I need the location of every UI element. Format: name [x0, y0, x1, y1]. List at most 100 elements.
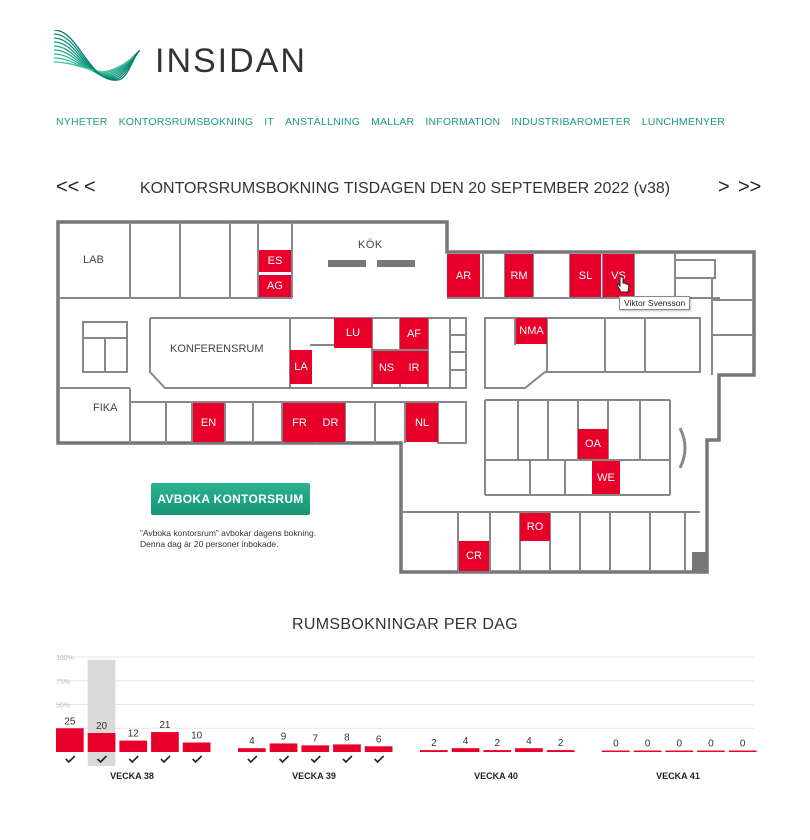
- prev-day-button[interactable]: <: [84, 176, 96, 198]
- bar-value-label: 0: [740, 739, 746, 750]
- check-icon: [128, 755, 139, 764]
- bar-value-label: 2: [558, 738, 564, 749]
- y-tick-label: 100%: [56, 655, 74, 662]
- check-icon: [310, 755, 321, 764]
- check-icon: [247, 755, 258, 764]
- bar-vecka-40-5: [546, 750, 575, 752]
- room-la[interactable]: LA: [290, 350, 312, 384]
- bar-value-label: 25: [64, 716, 76, 727]
- room-es[interactable]: ES: [259, 250, 291, 272]
- bar-vecka-41-3: [665, 750, 694, 752]
- bar-value-label: 0: [676, 739, 682, 750]
- nav-item-anstallning[interactable]: ANSTÄLLNING: [284, 116, 361, 128]
- week-label: VECKA 39: [292, 771, 336, 781]
- room-nl[interactable]: NL: [406, 403, 438, 442]
- bar-value-label: 0: [645, 739, 651, 750]
- nav-item-nyheter[interactable]: NYHETER: [56, 116, 108, 128]
- week-label: VECKA 41: [656, 771, 700, 781]
- check-icon: [65, 755, 76, 764]
- chart-title: RUMSBOKNINGAR PER DAG: [292, 616, 518, 633]
- nav-item-industribarometer[interactable]: INDUSTRIBAROMETER: [511, 116, 631, 128]
- bar-vecka-39-5: [364, 746, 393, 752]
- bar-vecka-38-1: [56, 728, 84, 752]
- page-title: KONTORSRUMSBOKNING TISDAGEN DEN 20 SEPTE…: [139, 180, 671, 197]
- room-cr[interactable]: CR: [459, 541, 489, 571]
- unbook-note-line1: ”Avboka kontorsrum” avbokar dagens bokni…: [140, 528, 317, 538]
- room-dr[interactable]: DR: [316, 403, 345, 442]
- y-tick-label: 75%: [56, 679, 70, 686]
- room-we[interactable]: WE: [592, 461, 620, 494]
- check-icon: [342, 755, 353, 764]
- bar-value-label: 2: [431, 738, 437, 749]
- bar-value-label: 0: [708, 739, 714, 750]
- bar-value-label: 8: [344, 732, 350, 743]
- bar-vecka-39-3: [301, 745, 330, 752]
- unbook-note-line2: Denna dag är 20 personer inbokade.: [140, 539, 279, 549]
- room-lu[interactable]: LU: [334, 318, 372, 348]
- bar-value-label: 4: [249, 736, 255, 747]
- bar-vecka-41-1: [602, 750, 630, 752]
- bar-vecka-40-3: [483, 750, 512, 752]
- nav-item-mallar[interactable]: MALLAR: [371, 116, 415, 128]
- check-icon: [192, 755, 203, 764]
- nav-item-it[interactable]: IT: [264, 116, 274, 128]
- area-label-lab: LAB: [83, 254, 104, 266]
- nav-item-kontorsrumsbokning[interactable]: KONTORSRUMSBOKNING: [118, 116, 254, 128]
- room-ro[interactable]: RO: [520, 513, 550, 541]
- bar-vecka-40-4: [515, 748, 543, 752]
- bar-value-label: 20: [96, 721, 108, 732]
- bar-value-label: 10: [191, 731, 203, 742]
- bar-value-label: 0: [613, 739, 619, 750]
- hand-cursor-icon: [616, 276, 630, 293]
- bar-value-label: 7: [312, 733, 318, 744]
- room-rm[interactable]: RM: [505, 254, 533, 297]
- bar-value-label: 6: [376, 734, 382, 745]
- area-label-kok: KÖK: [358, 239, 383, 251]
- bar-value-label: 4: [526, 736, 532, 747]
- next-week-button[interactable]: >>: [738, 176, 762, 198]
- bar-vecka-38-4: [151, 732, 179, 752]
- week-label: VECKA 38: [110, 771, 154, 781]
- bar-vecka-41-5: [728, 750, 757, 752]
- room-ns[interactable]: NS: [373, 351, 400, 384]
- room-ar[interactable]: AR: [447, 254, 480, 297]
- room-en[interactable]: EN: [193, 403, 224, 442]
- bar-vecka-39-1: [238, 748, 266, 752]
- bar-vecka-39-4: [333, 744, 361, 752]
- check-icon: [374, 755, 385, 764]
- bar-vecka-40-2: [451, 748, 480, 752]
- bar-value-label: 9: [281, 731, 287, 742]
- room-ag[interactable]: AG: [259, 275, 291, 297]
- room-ir[interactable]: IR: [400, 351, 428, 384]
- bar-vecka-39-2: [269, 743, 298, 752]
- room-sl[interactable]: SL: [570, 254, 601, 297]
- room-vs[interactable]: VS: [603, 254, 634, 297]
- room-oa[interactable]: OA: [578, 429, 608, 459]
- y-tick-label: 50%: [56, 703, 70, 710]
- unbook-office-button[interactable]: AVBOKA KONTORSRUM: [151, 483, 310, 515]
- room-tooltip: Viktor Svensson: [619, 296, 691, 310]
- brand-name: INSIDAN: [155, 42, 307, 80]
- area-label-konferensrum: KONFERENSRUM: [170, 343, 264, 355]
- week-label: VECKA 40: [474, 771, 518, 781]
- bar-vecka-38-5: [182, 742, 211, 752]
- bar-vecka-38-2: [87, 733, 116, 752]
- bar-vecka-41-4: [697, 750, 725, 752]
- next-day-button[interactable]: >: [718, 176, 730, 198]
- room-nma[interactable]: NMA: [516, 318, 547, 344]
- bar-value-label: 12: [128, 729, 140, 740]
- room-af[interactable]: AF: [400, 318, 428, 349]
- area-label-fika: FIKA: [93, 402, 118, 414]
- prev-week-button[interactable]: <<: [56, 176, 80, 198]
- main-nav: NYHETER KONTORSRUMSBOKNING IT ANSTÄLLNIN…: [56, 116, 725, 128]
- bar-vecka-41-2: [633, 750, 662, 752]
- room-fr[interactable]: FR: [283, 403, 316, 442]
- bar-vecka-38-3: [119, 740, 148, 752]
- bar-value-label: 4: [463, 736, 469, 747]
- bar-vecka-40-1: [420, 750, 448, 752]
- bar-value-label: 2: [494, 738, 500, 749]
- nav-item-lunchmenyer[interactable]: LUNCHMENYER: [641, 116, 726, 128]
- nav-item-information[interactable]: INFORMATION: [425, 116, 501, 128]
- bar-value-label: 21: [159, 720, 171, 731]
